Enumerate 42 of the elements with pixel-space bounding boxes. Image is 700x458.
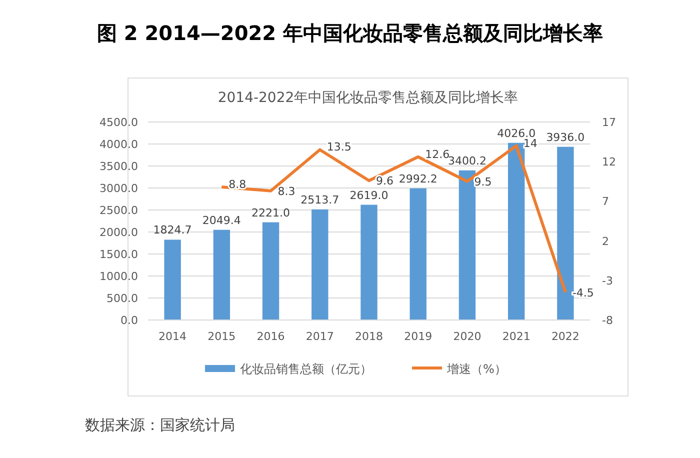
bar-label: 2992.2 xyxy=(398,172,438,186)
bar-label: 1824.7 xyxy=(153,224,192,237)
ytick: 2000.0 xyxy=(100,226,138,239)
xtick: 2016 xyxy=(256,330,285,343)
legend: 化妆品销售总额（亿元） xyxy=(240,362,372,376)
xtick: 2019 xyxy=(404,330,432,343)
line-label: 13.5 xyxy=(326,140,352,154)
xtick: 2020 xyxy=(453,330,482,343)
bar-label: 2513.7 xyxy=(300,193,340,206)
y2tick: -8 xyxy=(602,314,613,327)
ytick: 500.0 xyxy=(106,292,138,305)
line-label: 12.6 xyxy=(425,148,450,161)
xtick: 2021 xyxy=(502,330,530,343)
ytick: 3500.0 xyxy=(100,160,138,173)
ytick: 3000.0 xyxy=(100,182,138,195)
xtick: 2022 xyxy=(551,330,580,343)
bar-label: 3400.2 xyxy=(448,154,486,168)
subtitle: 2014-2022年中国化妆品零售总额及同比增长率 xyxy=(218,90,518,106)
ytick: 0.0 xyxy=(120,314,138,327)
annotation: 数据来源：国家统计局 xyxy=(85,416,235,434)
ytick: 2500.0 xyxy=(100,204,138,217)
xtick: 2018 xyxy=(355,330,383,343)
ytick: 4000.0 xyxy=(100,138,138,151)
y2tick: 17 xyxy=(602,116,616,129)
xtick: 2014 xyxy=(158,330,187,343)
ytick: 1000.0 xyxy=(100,270,138,283)
xtick: 2017 xyxy=(306,330,334,343)
line-label: 9.6 xyxy=(376,174,394,188)
bar-label: 2221.0 xyxy=(252,206,290,220)
title: 图 2 2014—2022 年中国化妆品零售总额及同比增长率 xyxy=(96,21,604,45)
y2tick: -3 xyxy=(602,274,613,288)
xtick: 2015 xyxy=(208,330,236,343)
ytick: 4500.0 xyxy=(100,116,138,129)
bar-label: 3936.0 xyxy=(546,130,585,144)
bar-label: 2619.0 xyxy=(350,188,388,202)
bar-label: 2049.4 xyxy=(202,214,241,227)
y2tick: 7 xyxy=(602,195,609,208)
y2tick: 2 xyxy=(602,234,609,248)
y2tick: 12 xyxy=(602,156,616,169)
ytick: 1500.0 xyxy=(100,248,138,261)
line-label: 8.3 xyxy=(278,184,296,198)
legend: 增速（%） xyxy=(447,362,506,376)
